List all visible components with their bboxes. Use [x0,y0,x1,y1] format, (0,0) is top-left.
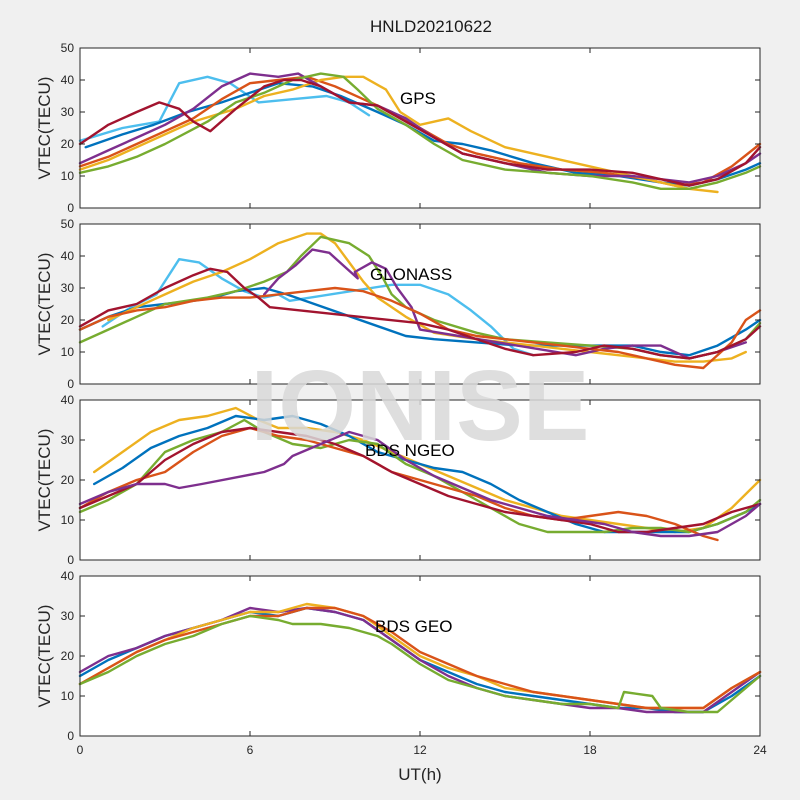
series-line-5 [78,430,762,538]
y-tick-label: 0 [67,553,74,567]
series-line-2 [78,418,762,534]
y-tick-label: 20 [61,313,75,327]
y-axis-label: VTEC(TECU) [35,605,54,708]
series-line-1 [93,414,762,534]
series-line-1 [84,82,762,187]
series-line-6 [78,267,762,360]
y-tick-label: 30 [61,433,75,447]
y-tick-label: 30 [61,609,75,623]
figure-title: HNLD20210622 [370,17,492,36]
x-tick-label: 18 [583,743,597,757]
series-line-4 [78,426,762,534]
y-tick-label: 40 [61,249,75,263]
y-tick-label: 20 [61,649,75,663]
series-line-6 [78,78,762,187]
y-tick-label: 10 [61,345,75,359]
series-line-3 [78,426,719,542]
y-tick-label: 10 [61,689,75,703]
y-tick-label: 30 [61,281,75,295]
y-tick-label: 50 [61,217,75,231]
y-tick-label: 20 [61,473,75,487]
panel-1: 0 10 20 30 40 50 VTEC(TECU) GLONASS [35,217,762,391]
x-tick-label: 24 [753,743,767,757]
panel-annotation: BDS NGEO [365,441,455,460]
y-tick-label: 30 [61,105,75,119]
watermark-text: IONISE [251,350,590,462]
y-tick-label: 0 [67,377,74,391]
series-line-4 [263,248,747,360]
y-tick-label: 0 [67,729,74,743]
series-line-4 [78,614,762,714]
panel-annotation: GPS [400,89,436,108]
y-tick-label: 40 [61,569,75,583]
x-tick-label: 6 [247,743,254,757]
y-tick-label: 10 [61,513,75,527]
x-axis-label: UT(h) [398,765,441,784]
x-tick-label: 12 [413,743,427,757]
panel-3: 0 10 20 30 40 0 6 12 18 24 VTEC(TECU) BDS GEO [35,569,767,757]
y-tick-label: 40 [61,73,75,87]
panel-2: 0 10 20 30 40 VTEC(TECU) BDS NGEO [35,393,762,567]
y-axis-label: VTEC(TECU) [35,77,54,180]
panel-annotation: GLONASS [370,265,452,284]
y-axis-label: VTEC(TECU) [35,429,54,532]
y-tick-label: 10 [61,169,75,183]
y-tick-label: 20 [61,137,75,151]
series-line-5 [78,286,762,370]
y-tick-label: 50 [61,41,75,55]
panel-0: 0 10 20 30 40 50 VTEC(TECU) GPS [35,41,762,215]
y-tick-label: 0 [67,201,74,215]
y-axis-label: VTEC(TECU) [35,253,54,356]
x-tick-label: 0 [77,743,84,757]
panel-annotation: BDS GEO [375,617,452,636]
y-tick-label: 40 [61,393,75,407]
series-line-3 [78,606,762,710]
